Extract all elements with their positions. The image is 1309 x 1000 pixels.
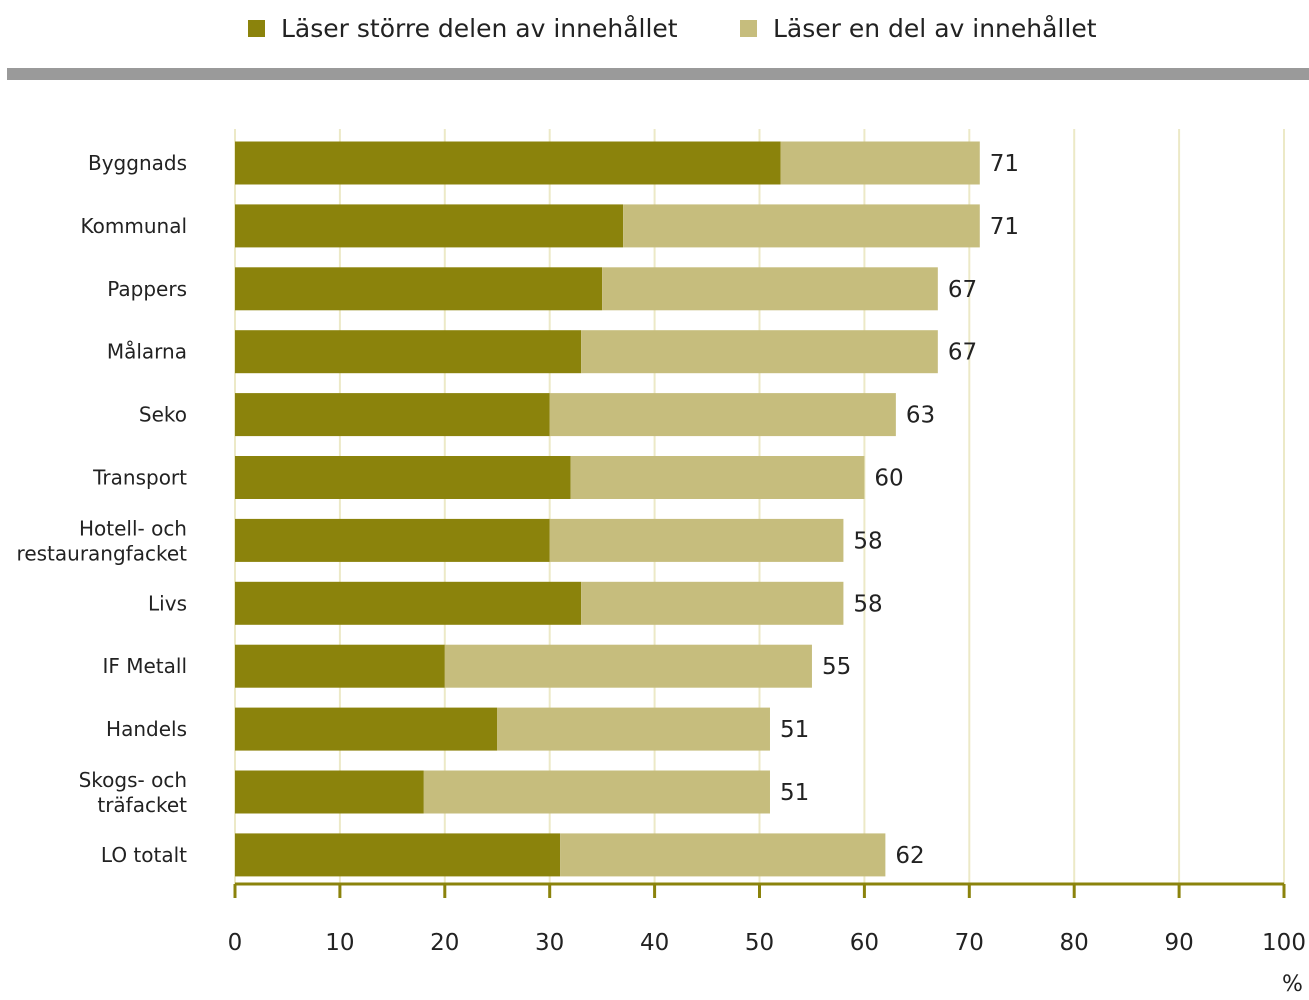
- category-label-7: Livs: [148, 591, 187, 615]
- value-label-3: 67: [948, 340, 977, 366]
- bar-partial-10: [423, 770, 770, 814]
- value-label-5: 60: [874, 466, 903, 492]
- bar-partial-8: [444, 644, 812, 688]
- category-label-11: LO totalt: [101, 843, 187, 867]
- value-label-8: 55: [822, 654, 851, 680]
- category-label-6-line-0: Hotell- och: [79, 516, 187, 540]
- category-label-1: Kommunal: [81, 214, 187, 238]
- category-label-0: Byggnads: [88, 151, 187, 175]
- x-tick-label-10: 100: [1262, 930, 1306, 956]
- value-label-1: 71: [990, 214, 1019, 240]
- x-tick-label-0: 0: [228, 930, 243, 956]
- value-label-6: 58: [853, 528, 882, 554]
- value-label-7: 58: [853, 591, 882, 617]
- category-label-2: Pappers: [107, 277, 187, 301]
- x-tick-label-3: 30: [535, 930, 564, 956]
- category-label-5: Transport: [92, 466, 187, 490]
- legend-item-major-reading: Läser större delen av innehållet: [248, 8, 678, 48]
- category-label-9: Handels: [106, 717, 187, 741]
- legend-label-major-reading: Läser större delen av innehållet: [281, 13, 678, 43]
- value-label-9: 51: [780, 717, 809, 743]
- bar-partial-5: [570, 456, 865, 499]
- bar-major-4: [235, 393, 550, 437]
- value-label-10: 51: [780, 780, 809, 806]
- category-label-8: IF Metall: [102, 654, 187, 678]
- legend: Läser större delen av innehållet Läser e…: [0, 8, 1309, 48]
- bar-partial-3: [581, 330, 938, 374]
- bar-partial-11: [560, 833, 886, 877]
- bar-major-8: [235, 644, 445, 688]
- category-label-3: Målarna: [107, 340, 187, 364]
- bar-partial-0: [780, 141, 980, 185]
- bar-major-9: [235, 707, 498, 751]
- bar-partial-6: [549, 518, 844, 562]
- legend-item-partial-reading: Läser en del av innehållet: [740, 8, 1097, 48]
- x-tick-label-4: 40: [640, 930, 669, 956]
- bar-partial-1: [623, 204, 980, 248]
- x-tick-label-2: 20: [430, 930, 459, 956]
- bar-partial-4: [549, 393, 896, 437]
- category-label-10-line-1: träfacket: [97, 793, 187, 817]
- bar-partial-7: [581, 581, 844, 625]
- legend-swatch-partial-reading: [740, 19, 757, 37]
- bar-major-6: [235, 518, 550, 562]
- category-label-4: Seko: [139, 403, 187, 427]
- value-label-2: 67: [948, 277, 977, 303]
- bar-major-10: [235, 770, 424, 814]
- bar-major-1: [235, 204, 624, 248]
- x-axis-unit-label: %: [1282, 972, 1303, 997]
- category-label-10-line-0: Skogs- och: [79, 768, 187, 792]
- legend-label-partial-reading: Läser en del av innehållet: [773, 13, 1097, 43]
- value-label-11: 62: [895, 843, 924, 869]
- header-rule: [7, 68, 1309, 80]
- x-tick-label-7: 70: [955, 930, 984, 956]
- bar-major-5: [235, 456, 571, 499]
- bar-partial-9: [497, 707, 770, 751]
- x-tick-label-5: 50: [745, 930, 774, 956]
- value-label-0: 71: [990, 151, 1019, 177]
- bar-partial-2: [602, 267, 938, 311]
- bar-major-0: [235, 141, 781, 185]
- value-label-4: 63: [906, 403, 935, 429]
- x-tick-label-9: 90: [1164, 930, 1193, 956]
- category-label-6-line-1: restaurangfacket: [17, 541, 188, 565]
- bar-major-7: [235, 581, 582, 625]
- legend-swatch-major-reading: [248, 19, 265, 37]
- bar-major-11: [235, 833, 561, 877]
- bar-major-2: [235, 267, 603, 311]
- x-tick-label-8: 80: [1060, 930, 1089, 956]
- bar-major-3: [235, 330, 582, 374]
- x-tick-label-1: 10: [325, 930, 354, 956]
- x-tick-label-6: 60: [850, 930, 879, 956]
